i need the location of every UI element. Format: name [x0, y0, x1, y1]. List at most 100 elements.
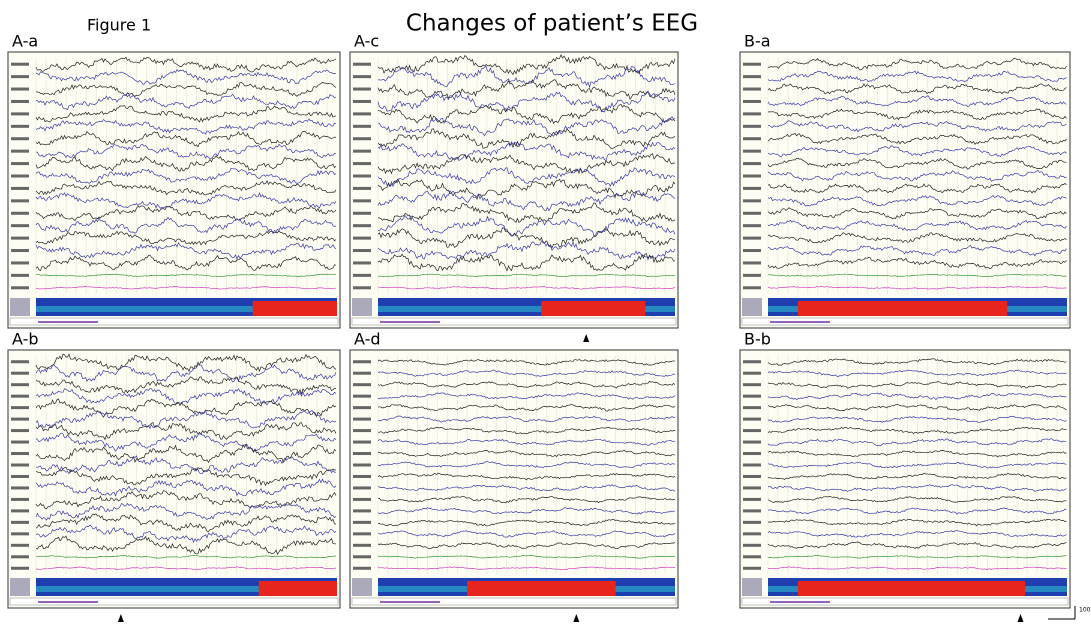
eeg-trace — [767, 257, 1067, 270]
channel-label — [11, 211, 29, 215]
eeg-trace — [767, 83, 1067, 95]
channel-label — [743, 87, 761, 91]
channel-label — [743, 162, 761, 166]
eeg-panel — [7, 51, 341, 329]
eeg-trace — [377, 541, 676, 550]
channel-label — [11, 87, 29, 91]
channel-label — [353, 566, 371, 570]
channel-label — [11, 406, 29, 410]
eeg-trace — [377, 566, 675, 571]
channel-label — [11, 394, 29, 398]
channel-label — [743, 261, 761, 265]
channel-label — [11, 199, 29, 203]
arrowhead — [573, 614, 580, 622]
eeg-trace — [377, 214, 676, 237]
eeg-trace — [35, 130, 337, 148]
eeg-trace — [767, 244, 1067, 257]
panel-label: B-a — [744, 32, 771, 51]
eeg-trace — [767, 207, 1067, 220]
channel-label — [353, 543, 371, 547]
eeg-trace — [35, 376, 337, 395]
channel-label — [743, 566, 761, 570]
channel-label — [743, 474, 761, 478]
channel-label — [11, 124, 29, 128]
eeg-trace — [35, 205, 337, 222]
channel-label — [743, 273, 761, 277]
eeg-trace — [767, 194, 1067, 207]
channel-label — [353, 261, 371, 265]
channel-label — [11, 286, 29, 290]
channel-label — [743, 112, 761, 116]
eeg-trace — [377, 483, 676, 492]
spectrogram-high — [252, 301, 337, 316]
side-bar — [352, 578, 372, 596]
eeg-trace — [35, 93, 337, 111]
eeg-trace — [377, 190, 676, 212]
spectrogram-high — [797, 301, 1008, 316]
eeg-trace — [377, 518, 676, 527]
channel-label — [743, 371, 761, 375]
eeg-trace — [767, 232, 1067, 244]
channel-label — [11, 497, 29, 501]
channel-label — [11, 520, 29, 524]
channel-label — [11, 371, 29, 375]
eeg-trace — [377, 273, 675, 278]
eeg-trace — [35, 535, 337, 555]
eeg-trace — [377, 426, 675, 435]
eeg-trace — [767, 57, 1067, 71]
eeg-trace — [35, 513, 337, 532]
channel-label — [743, 236, 761, 240]
channel-label — [743, 186, 761, 190]
eeg-trace — [377, 403, 676, 412]
channel-label — [353, 360, 371, 364]
channel-label — [353, 417, 371, 421]
panel-frame — [349, 51, 679, 329]
channel-label — [353, 497, 371, 501]
eeg-trace — [377, 555, 675, 559]
channel-label — [353, 394, 371, 398]
channel-label — [743, 174, 761, 178]
eeg-trace — [35, 56, 337, 73]
channel-label — [11, 452, 29, 456]
channel-label — [353, 174, 371, 178]
side-bar — [10, 298, 30, 316]
spectrogram-band — [36, 586, 337, 592]
channel-label — [743, 224, 761, 228]
eeg-trace — [767, 70, 1067, 83]
channel-label — [11, 261, 29, 265]
eeg-trace — [768, 566, 1067, 570]
channel-label — [353, 486, 371, 490]
channel-label — [11, 149, 29, 153]
channel-label — [743, 99, 761, 103]
channel-label — [353, 199, 371, 203]
eeg-trace — [377, 380, 676, 389]
eeg-trace — [35, 502, 337, 521]
panel-label: B-b — [744, 330, 771, 349]
eeg-trace — [767, 132, 1067, 145]
eeg-panel — [739, 51, 1071, 329]
eeg-trace — [35, 254, 337, 271]
eeg-trace — [36, 286, 337, 290]
channel-label — [353, 124, 371, 128]
eeg-trace — [35, 566, 337, 570]
eeg-panel — [349, 349, 679, 609]
panel-frame — [7, 51, 341, 329]
channel-label — [353, 249, 371, 253]
eeg-trace — [767, 450, 1067, 458]
channel-label — [743, 199, 761, 203]
channel-label — [353, 224, 371, 228]
channel-label — [11, 162, 29, 166]
spectrogram-band — [36, 306, 337, 312]
eeg-trace — [377, 415, 676, 423]
eeg-trace — [377, 227, 676, 249]
eeg-panel — [7, 349, 341, 609]
channel-label — [11, 75, 29, 79]
channel-label — [11, 186, 29, 190]
channel-label — [11, 463, 29, 467]
channel-label — [353, 474, 371, 478]
channel-label — [11, 224, 29, 228]
channel-label — [743, 509, 761, 513]
eeg-trace — [377, 472, 676, 481]
eeg-trace — [767, 381, 1067, 389]
eeg-trace — [35, 455, 337, 475]
